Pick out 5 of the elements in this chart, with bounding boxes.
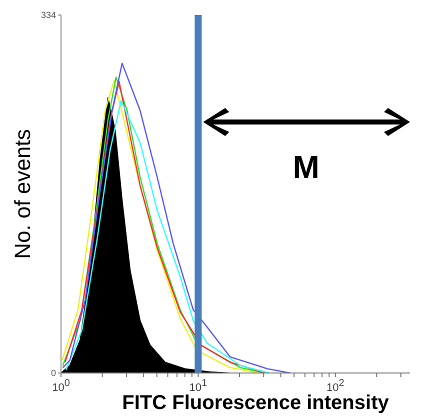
- y-axis-title: No. of events: [10, 129, 35, 259]
- x-axis-title: FITC Fluorescence intensity: [122, 392, 390, 414]
- y-tick-label: 334: [40, 10, 56, 20]
- y-tick-label: 0: [50, 368, 56, 378]
- annotation: M: [292, 149, 320, 185]
